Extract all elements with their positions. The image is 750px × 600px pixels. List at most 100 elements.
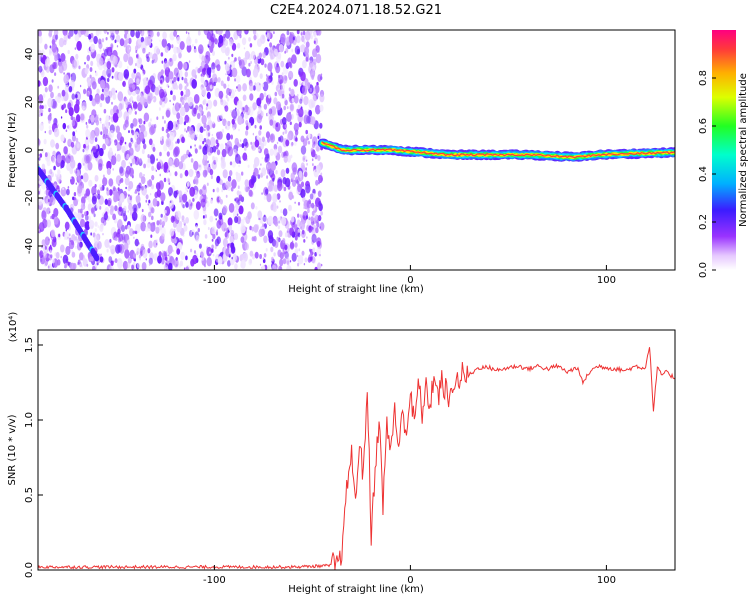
snr-y-axis: 0.0 0.5 1.0 1.5 — [24, 337, 43, 578]
noise-blob — [98, 30, 102, 35]
noise-blob — [314, 252, 317, 257]
noise-blob — [293, 79, 298, 87]
noise-blob — [44, 43, 48, 50]
noise-blob — [70, 176, 72, 180]
noise-blob — [227, 217, 233, 227]
noise-blob — [159, 39, 161, 42]
noise-blob — [213, 208, 219, 217]
noise-blob — [225, 181, 230, 190]
noise-blob — [254, 251, 259, 259]
noise-blob — [123, 242, 129, 251]
noise-blob — [268, 94, 271, 99]
noise-blob — [149, 30, 154, 38]
noise-blob — [270, 30, 273, 33]
noise-blob — [188, 38, 191, 42]
noise-blob — [44, 104, 47, 110]
noise-blob — [300, 162, 305, 170]
noise-blob — [191, 79, 197, 89]
noise-blob — [280, 45, 284, 52]
noise-blob — [288, 70, 294, 80]
noise-blob — [267, 62, 273, 72]
noise-blob — [126, 261, 131, 269]
noise-blob — [119, 201, 122, 205]
noise-blob — [130, 137, 133, 143]
noise-blob — [50, 196, 56, 206]
noise-blob — [110, 244, 116, 255]
noise-blob — [249, 83, 254, 92]
noise-blob — [146, 56, 150, 63]
noise-blob — [308, 59, 311, 63]
noise-blob — [80, 202, 85, 211]
noise-blob — [254, 139, 260, 148]
noise-blob — [173, 258, 179, 268]
noise-blob — [280, 169, 286, 178]
noise-blob — [194, 46, 196, 50]
noise-blob — [227, 76, 230, 82]
noise-blob — [77, 208, 81, 213]
noise-blob — [101, 38, 105, 43]
noise-blob — [178, 263, 181, 269]
noise-blob — [265, 248, 268, 252]
noise-blob — [237, 84, 242, 92]
noise-blob — [141, 148, 145, 155]
noise-blob — [149, 193, 152, 196]
noise-blob — [174, 131, 176, 135]
noise-blob — [182, 234, 185, 237]
noise-blob — [238, 207, 243, 214]
noise-blob — [173, 162, 175, 165]
noise-blob — [207, 56, 211, 62]
noise-blob — [53, 165, 56, 171]
noise-blob — [245, 130, 249, 136]
noise-blob — [60, 244, 65, 253]
noise-blob — [134, 258, 136, 262]
noise-blob — [253, 167, 259, 177]
noise-blob — [238, 164, 240, 168]
noise-blob — [185, 266, 189, 270]
noise-blob — [212, 145, 217, 153]
noise-blob — [197, 68, 201, 74]
noise-blob — [185, 201, 189, 208]
noise-blob — [218, 212, 223, 220]
noise-blob — [115, 34, 121, 43]
noise-blob — [195, 225, 198, 229]
noise-blob — [182, 153, 187, 160]
noise-blob — [239, 191, 242, 195]
noise-blob — [109, 147, 113, 153]
noise-blob — [74, 33, 80, 42]
noise-blob — [122, 260, 128, 270]
noise-blob — [118, 72, 124, 82]
noise-blob — [223, 228, 226, 232]
noise-blob — [107, 199, 111, 207]
noise-blob — [207, 226, 210, 231]
noise-blob — [109, 238, 112, 243]
noise-blob — [272, 204, 277, 213]
noise-blob — [249, 43, 253, 48]
noise-blob — [186, 82, 189, 87]
noise-blob — [221, 189, 224, 193]
noise-blob — [278, 89, 282, 97]
noise-blob — [231, 53, 234, 58]
noise-blob — [176, 36, 181, 44]
noise-blob — [90, 207, 96, 215]
noise-blob — [299, 98, 303, 104]
noise-blob — [206, 103, 209, 107]
noise-blob — [58, 189, 60, 193]
noise-blob — [90, 43, 96, 53]
noise-blob — [262, 257, 265, 261]
noise-blob — [125, 186, 127, 190]
noise-blob — [90, 114, 95, 123]
noise-blob — [300, 188, 306, 199]
noise-blob — [178, 52, 182, 59]
noise-blob — [99, 224, 104, 232]
noise-blob — [317, 135, 320, 140]
noise-blob — [241, 106, 245, 113]
noise-blob — [298, 248, 301, 252]
noise-blob — [175, 124, 178, 128]
noise-blob — [272, 193, 278, 203]
noise-blob — [116, 153, 121, 162]
noise-blob — [155, 169, 157, 172]
noise-blob — [302, 59, 307, 69]
noise-blob — [262, 51, 266, 59]
noise-blob — [289, 260, 292, 263]
noise-blob — [276, 205, 279, 209]
